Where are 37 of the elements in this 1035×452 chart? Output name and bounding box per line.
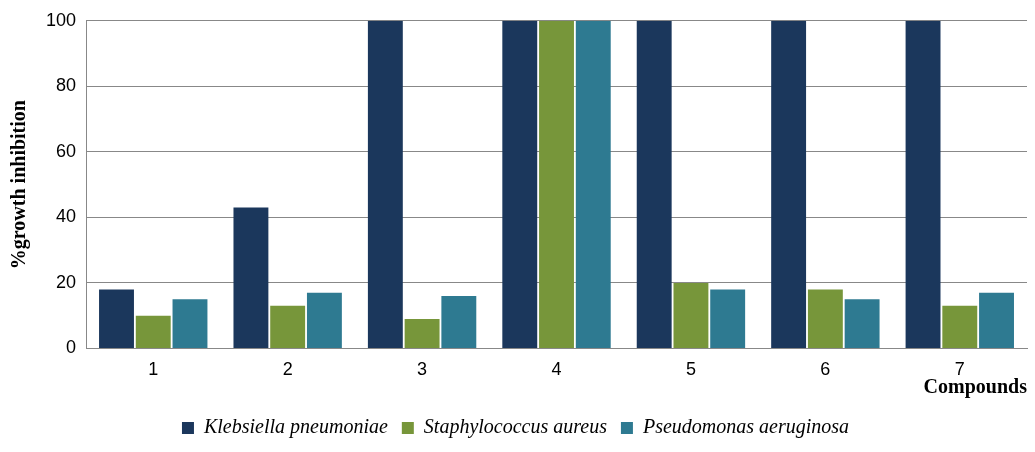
bar [673, 282, 709, 348]
bar [172, 299, 208, 348]
bar [367, 20, 403, 348]
bar [636, 20, 672, 348]
y-axis-title: %growth inhibition [7, 100, 31, 270]
y-tick-label: 60 [56, 140, 77, 161]
legend-label: Klebsiella pneumoniae [202, 415, 388, 439]
legend-label: Staphylococcus aureus [423, 415, 608, 439]
bar [99, 289, 134, 348]
bar [233, 207, 269, 348]
y-tick-label: 40 [56, 206, 77, 227]
x-tick-label: 2 [282, 359, 293, 380]
bar [404, 318, 440, 348]
y-tick-label: 100 [45, 9, 77, 30]
bar [771, 20, 807, 348]
bar [502, 20, 538, 348]
bar [441, 295, 477, 348]
x-tick-label: 5 [685, 359, 696, 380]
bar [942, 305, 978, 348]
legend-label: Pseudomonas aeruginosa [641, 415, 850, 439]
x-tick-label: 1 [148, 359, 159, 380]
bar [539, 20, 574, 348]
x-tick-label: 6 [820, 359, 831, 380]
bar [844, 299, 880, 348]
x-tick-label: 4 [551, 359, 562, 380]
bar [135, 315, 171, 348]
y-tick-label: 20 [56, 271, 77, 292]
bar [575, 20, 611, 348]
bar [807, 289, 843, 348]
bar [979, 292, 1014, 348]
y-tick-label: 0 [66, 337, 77, 358]
bar [710, 289, 746, 348]
x-tick-label: 3 [417, 359, 428, 380]
bar [905, 20, 941, 348]
bar [306, 292, 342, 348]
bar [270, 305, 306, 348]
y-tick-label: 80 [56, 75, 77, 96]
